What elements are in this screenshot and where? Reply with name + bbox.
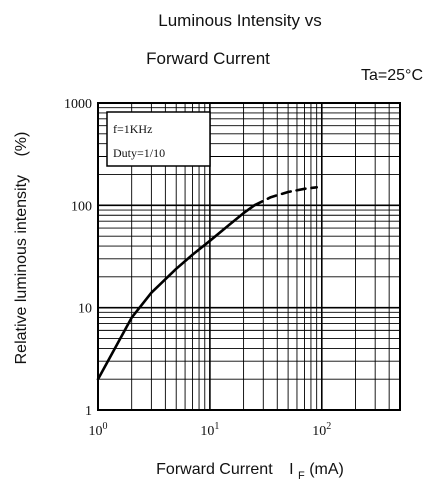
x-tick-exponent: 0 [103, 421, 108, 432]
y-tick-label: 10 [78, 302, 92, 317]
series-line-1 [96, 204, 256, 381]
x-axis-symbol: I [289, 461, 293, 478]
series-line-2 [253, 186, 319, 207]
y-tick-label: 1000 [64, 97, 92, 112]
x-tick-base: 10 [312, 424, 326, 439]
temperature-condition: Ta=25°C [361, 67, 423, 84]
x-tick-base: 10 [89, 424, 103, 439]
x-tick-label: 100 [89, 421, 108, 439]
chart-title-line1: Luminous Intensity vs [158, 11, 321, 30]
x-tick-exponent: 2 [326, 421, 331, 432]
x-tick-exponent: 1 [214, 421, 219, 432]
x-axis-subscript: F [298, 470, 305, 482]
x-axis-label-text: Forward Current [156, 461, 273, 478]
condition-note-box: f=1KHz Duty=1/10 [106, 111, 211, 167]
y-tick-label: 1 [85, 404, 92, 419]
x-tick-label: 101 [200, 421, 219, 439]
y-axis-unit: (%) [13, 132, 30, 157]
note-duty: Duty=1/10 [113, 146, 165, 160]
note-frequency: f=1KHz [113, 122, 152, 136]
x-tick-base: 10 [200, 424, 214, 439]
x-axis-label: Forward Current I F (mA) [156, 461, 344, 483]
y-tick-label: 100 [71, 199, 92, 214]
x-tick-label: 102 [312, 421, 331, 439]
y-axis-label-text: Relative luminous intensity [13, 175, 30, 364]
curve-layer [96, 186, 319, 381]
note-box-frame [106, 111, 211, 167]
y-axis-label: Relative luminous intensity (%) [13, 132, 30, 365]
chart-title-line2: Forward Current [146, 49, 270, 68]
plot-frame [97, 102, 401, 411]
x-axis-unit: (mA) [309, 461, 344, 478]
